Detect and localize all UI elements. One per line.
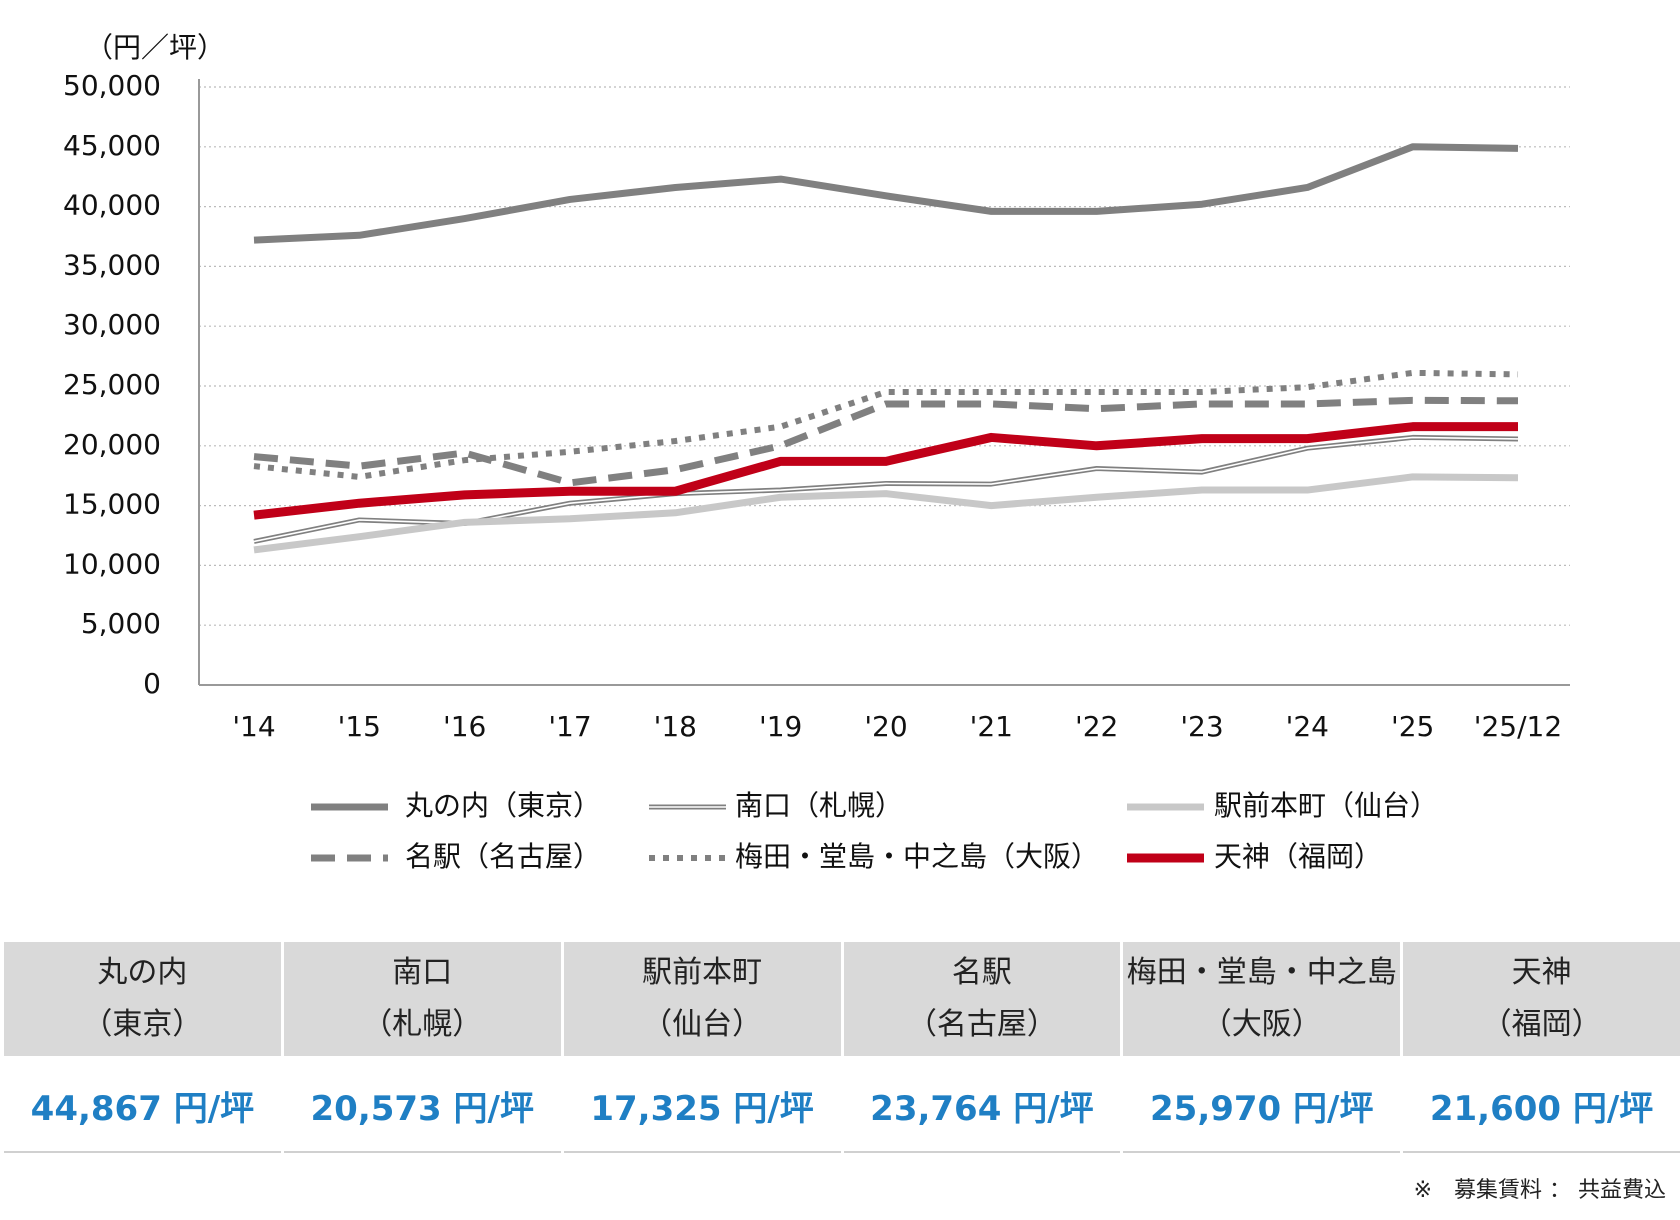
y-tick-label: 30,000 <box>63 308 161 341</box>
header-text: 天神 <box>1511 955 1572 990</box>
legend-label: 丸の内（東京） <box>405 789 601 822</box>
table: 丸の内 （東京） 南口 （札幌） 駅前本町 （仙台） 名駅 （名古屋） 梅田・堂島・中之島 （大阪… <box>4 942 1680 1153</box>
series-line <box>253 143 1519 244</box>
x-tick-label: '21 <box>970 710 1013 743</box>
header-cell: 梅田・堂島・中之島 （大阪） <box>1123 942 1401 1056</box>
header-text: 梅田・堂島・中之島 <box>1126 955 1397 990</box>
chart: （円／坪） 0 5,000 10,000 15,000 20,000 25,000 30,0… <box>63 31 1570 873</box>
x-tick-label: '24 <box>1286 710 1329 743</box>
x-tick-label: '17 <box>548 710 591 743</box>
header-text: （名古屋） <box>906 1007 1057 1042</box>
y-tick-label: 5,000 <box>81 607 161 640</box>
header-text: （福岡） <box>1481 1007 1602 1042</box>
x-tick-label: '25 <box>1391 710 1434 743</box>
series-line <box>253 473 1519 554</box>
x-tick-label: '18 <box>654 710 697 743</box>
header-text: （仙台） <box>642 1007 763 1042</box>
header-cell: 丸の内 （東京） <box>4 942 281 1056</box>
note: ※ 募集賃料 ： 共益費込 <box>1413 1178 1666 1203</box>
x-tick-label: '15 <box>338 710 381 743</box>
header-text: 丸の内 <box>97 955 188 990</box>
header-text: （東京） <box>82 1007 203 1042</box>
x-tick-label: '20 <box>864 710 907 743</box>
legend-label: 南口（札幌） <box>735 789 903 822</box>
value-cell: 17,325 円/坪 <box>563 1059 841 1153</box>
y-axis-title: （円／坪） <box>85 31 225 64</box>
x-tick-label: '22 <box>1075 710 1118 743</box>
value-cell: 20,573 円/坪 <box>283 1059 561 1153</box>
y-tick-label: 25,000 <box>63 368 161 401</box>
value-cell: 23,764 円/坪 <box>843 1059 1121 1153</box>
y-tick-label: 15,000 <box>63 488 161 521</box>
x-tick-label: '19 <box>759 710 802 743</box>
value-cell: 21,600 円/坪 <box>1403 1059 1680 1153</box>
legend-label: 天神（福岡） <box>1214 840 1382 873</box>
y-tick-label: 50,000 <box>63 69 161 102</box>
legend-label: 名駅（名古屋） <box>405 840 601 873</box>
y-tick-label: 40,000 <box>63 189 161 222</box>
header-text: （札幌） <box>362 1007 483 1042</box>
header-cell: 駅前本町 （仙台） <box>563 942 841 1056</box>
header-text: 南口 <box>392 955 453 990</box>
series-line <box>253 396 1519 487</box>
header-text: （大阪） <box>1201 1007 1322 1042</box>
x-tick-label: '14 <box>232 710 275 743</box>
x-tick-label: '25/12 <box>1474 710 1562 743</box>
x-tick-label: '16 <box>443 710 486 743</box>
header-cell: 南口 （札幌） <box>283 942 561 1056</box>
header-cell: 天神 （福岡） <box>1403 942 1680 1056</box>
y-tick-label: 35,000 <box>63 248 161 281</box>
y-tick-label: 0 <box>143 667 161 700</box>
legend-label: 駅前本町（仙台） <box>1214 789 1438 822</box>
header-text: 駅前本町 <box>642 955 763 990</box>
header-text: 名駅 <box>951 955 1012 990</box>
series-line <box>253 369 1519 480</box>
y-tick-label: 10,000 <box>63 547 161 580</box>
legend-label: 梅田・堂島・中之島（大阪） <box>735 840 1099 873</box>
series-line <box>253 422 1518 520</box>
value-cell: 25,970 円/坪 <box>1123 1059 1401 1153</box>
header-cell: 名駅 （名古屋） <box>843 942 1121 1056</box>
y-tick-label: 45,000 <box>63 129 161 162</box>
x-tick-label: '23 <box>1180 710 1223 743</box>
value-cell: 44,867 円/坪 <box>4 1059 281 1153</box>
y-tick-label: 20,000 <box>63 428 161 461</box>
